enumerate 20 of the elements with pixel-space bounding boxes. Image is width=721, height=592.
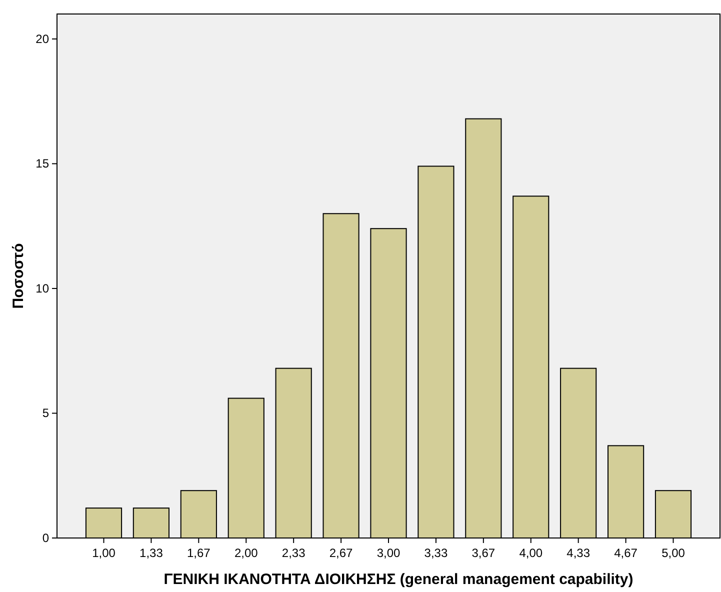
y-tick-label: 20: [36, 32, 50, 46]
x-tick-label: 4,00: [519, 546, 543, 560]
x-tick-label: 5,00: [662, 546, 686, 560]
x-tick-label: 2,67: [329, 546, 354, 560]
y-tick-label: 15: [36, 156, 50, 171]
x-tick-label: 4,67: [614, 546, 638, 560]
y-axis-title: Ποσοστό: [10, 243, 27, 309]
x-tick-label: 4,33: [566, 546, 590, 560]
x-tick-label: 1,33: [140, 546, 164, 560]
x-axis-title: ΓΕΝΙΚΗ ΙΚΑΝΟΤΗΤΑ ΔΙΟΙΚΗΣΗΣ (general management capability): [164, 571, 634, 588]
x-tick-label: 2,33: [282, 546, 306, 560]
x-tick-label: 2,00: [234, 546, 258, 560]
y-tick-label: 5: [42, 406, 50, 420]
x-tick-label: 3,67: [472, 546, 496, 560]
x-tick-label: 1,67: [186, 546, 211, 560]
y-tick-label: 0: [42, 530, 50, 545]
x-tick-label: 3,00: [376, 546, 400, 560]
x-tick-label: 1,00: [92, 546, 116, 560]
x-tick-label: 3,33: [424, 546, 448, 560]
y-tick-label: 10: [36, 281, 50, 296]
